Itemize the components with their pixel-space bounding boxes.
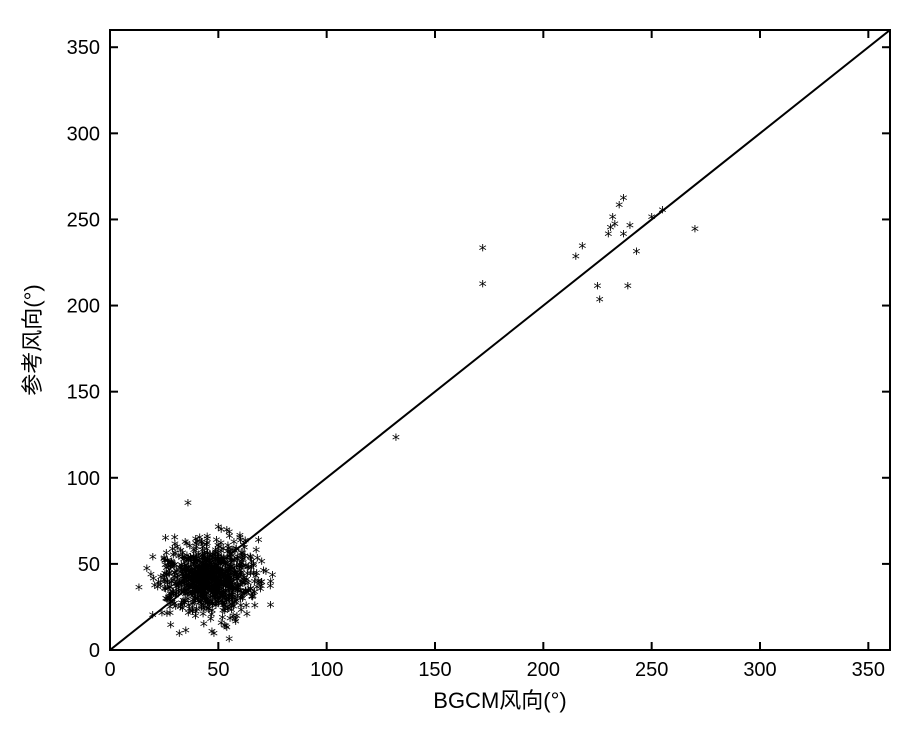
y-tick-label: 200 [67, 296, 100, 318]
y-tick-label: 250 [67, 209, 100, 231]
data-point: * [478, 240, 488, 259]
data-point: * [134, 580, 144, 599]
y-tick-label: 150 [67, 382, 100, 404]
chart-svg: 0 50 100 150 200 250 300 350 0 50 100 150 200 250 300 3… [0, 0, 917, 735]
data-point: * [224, 631, 234, 650]
x-tick-label: 200 [527, 659, 560, 681]
data-point: * [230, 594, 240, 613]
data-point: * [619, 191, 629, 210]
y-axis-label: 参考风向(°) [20, 284, 45, 395]
y-tick-label: 300 [67, 123, 100, 145]
data-point: * [623, 278, 633, 297]
data-point: * [165, 579, 175, 598]
data-point: * [231, 614, 241, 633]
data-point: * [690, 222, 700, 241]
data-point: * [148, 608, 158, 627]
data-point: * [209, 626, 219, 645]
x-tick-label: 50 [207, 659, 229, 681]
data-point: * [220, 586, 230, 605]
data-point: * [190, 578, 200, 597]
data-point: * [142, 561, 152, 580]
data-point: * [235, 528, 245, 547]
data-point: * [162, 545, 172, 564]
x-tick-label: 0 [104, 659, 115, 681]
x-tick-label: 100 [310, 659, 343, 681]
x-tick-label: 350 [852, 659, 885, 681]
data-point: * [202, 586, 212, 605]
data-point: * [201, 567, 211, 586]
data-point: * [191, 604, 201, 623]
data-point: * [224, 525, 234, 544]
data-point: * [181, 623, 191, 642]
data-point: * [153, 580, 163, 599]
data-point: * [478, 277, 488, 296]
data-point: * [214, 565, 224, 584]
x-tick-label: 300 [743, 659, 776, 681]
data-point: * [266, 598, 276, 617]
data-point: * [647, 209, 657, 228]
data-point: * [171, 599, 181, 618]
data-point: * [157, 606, 167, 625]
x-axis-label: BGCM风向(°) [433, 688, 566, 713]
data-point: * [632, 244, 642, 263]
data-point: * [248, 588, 258, 607]
data-point: * [183, 495, 193, 514]
data-point: * [261, 564, 271, 583]
scatter-chart: 0 50 100 150 200 250 300 350 0 50 100 150 200 250 300 3… [0, 0, 917, 735]
x-tick-label: 250 [635, 659, 668, 681]
x-tick-label: 150 [418, 659, 451, 681]
data-point: * [595, 292, 605, 311]
data-point: * [391, 430, 401, 449]
y-tick-label: 50 [78, 554, 100, 576]
y-tick-label: 0 [89, 640, 100, 662]
data-point: * [170, 537, 180, 556]
data-point: * [214, 519, 224, 538]
data-point: * [578, 239, 588, 258]
y-tick-label: 100 [67, 468, 100, 490]
data-point: * [625, 218, 635, 237]
y-tick-label: 350 [67, 37, 100, 59]
data-point: * [658, 203, 668, 222]
data-point: * [211, 542, 221, 561]
